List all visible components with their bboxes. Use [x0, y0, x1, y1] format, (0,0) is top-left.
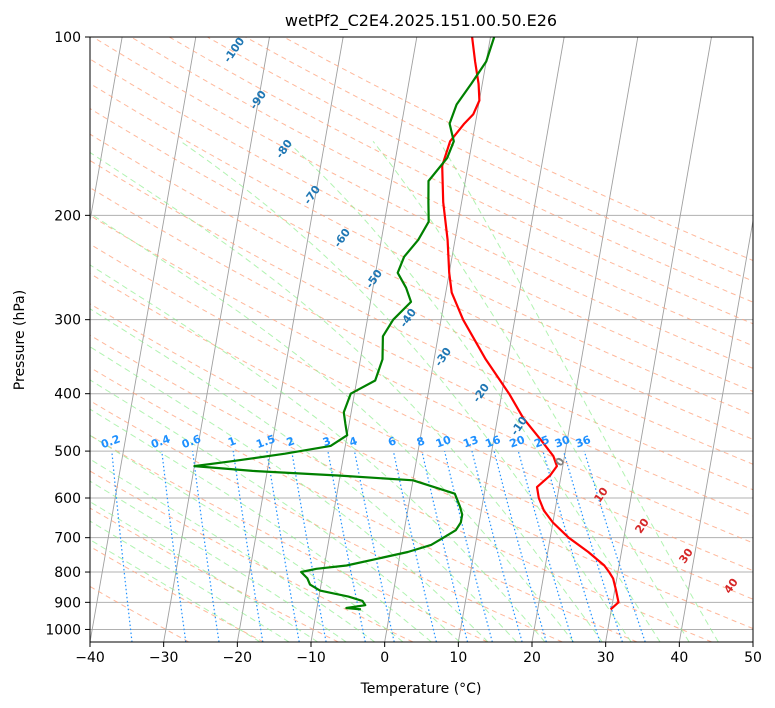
x-tick-label: −20: [223, 650, 253, 666]
moist-adiabat-line: [180, 140, 632, 642]
mixing-ratio-line: [192, 451, 220, 642]
x-tick-label: −40: [75, 650, 105, 666]
dry-adiabat-line: [90, 243, 753, 572]
x-tick-label: 0: [380, 650, 389, 666]
moist-adiabat-line: [90, 434, 404, 642]
mixing-ratio-line: [353, 450, 395, 642]
mixing-ratio-line: [421, 450, 469, 642]
isotherm-line: [531, 37, 639, 642]
dry-adiabat-line: [90, 434, 488, 642]
isotherm-line: [236, 37, 344, 642]
y-tick-label: 500: [54, 444, 81, 460]
mixing-ratio-label: 0.4: [149, 432, 172, 451]
moist-adiabat-line: [90, 212, 574, 642]
mixing-ratio-label: 0.2: [99, 432, 122, 451]
x-tick-label: 30: [597, 650, 615, 666]
y-tick-label: 200: [54, 208, 81, 224]
mixing-ratio-line: [111, 451, 133, 642]
dry-adiabat-line: [90, 400, 563, 642]
y-tick-label: 300: [54, 313, 81, 329]
temperature-profile-line: [441, 37, 620, 611]
y-tick-label: 800: [54, 565, 81, 581]
isotherm-line: [90, 37, 123, 224]
x-tick-label: 50: [744, 650, 762, 666]
mixing-ratio-label: 13: [461, 433, 480, 450]
y-tick-label: 1000: [45, 622, 81, 638]
x-tick-label: 40: [670, 650, 688, 666]
isotherm-line: [457, 37, 565, 642]
mixing-ratio-label: 10: [434, 433, 453, 451]
isotherm-line: [310, 37, 418, 642]
mixing-ratio-label: 1.5: [254, 432, 277, 451]
chart-title: wetPf2_C2E4.2025.151.00.50.E26: [285, 11, 557, 31]
mixing-ratio-label: 25: [532, 433, 551, 450]
dry-adiabat-line: [168, 37, 753, 325]
mixing-ratio-line: [232, 451, 264, 642]
isotherm-line: [163, 37, 270, 642]
dry-adiabat-line: [92, 37, 753, 369]
isotherm-line: [90, 37, 197, 642]
x-tick-label: −10: [296, 650, 326, 666]
mixing-ratio-label: 0.6: [180, 432, 203, 451]
isotherm-line: [605, 37, 712, 642]
x-tick-label: −30: [149, 650, 179, 666]
moist-adiabat-line: [372, 140, 690, 642]
y-axis-title: Pressure (hPa): [12, 290, 28, 390]
dry-adiabat-line: [90, 214, 753, 544]
mixing-ratio-label: 36: [574, 433, 593, 451]
dewpoint-profile-line: [193, 37, 496, 611]
y-tick-label: 100: [54, 30, 81, 46]
mixing-ratio-label: 3: [321, 434, 333, 449]
mixing-ratio-line: [266, 451, 300, 642]
mixing-ratio-label: 4: [348, 434, 360, 449]
moist-adiabat-line: [90, 151, 603, 642]
profile-lines: [193, 37, 620, 611]
axes: −40 −30 −20 −10 0 10 20 30 40 50 1000 900 800 700 600 5…: [45, 30, 762, 666]
plot-frame: [89, 36, 754, 643]
dry-adiabat-line: [90, 82, 753, 416]
moist-adiabat-line: [90, 408, 432, 642]
mixing-ratio-label: 2: [285, 434, 297, 449]
moist-adiabat-line: [90, 346, 489, 642]
x-tick-label: 10: [449, 650, 467, 666]
mixing-ratio-line: [471, 450, 523, 642]
dry-adiabat-line: [90, 273, 753, 600]
x-tick-label: 20: [523, 650, 541, 666]
moist-adiabat-line: [90, 520, 290, 642]
mixing-ratio-line: [327, 450, 366, 642]
moist-adiabat-line: [90, 458, 376, 642]
mixing-ratio-label: 30: [553, 433, 572, 451]
moist-adiabat-line: [90, 308, 517, 642]
isotherm-line: [384, 37, 491, 642]
y-tick-label: 700: [54, 531, 81, 547]
y-tick-label: 600: [54, 491, 81, 507]
y-tick-label: 400: [54, 387, 81, 403]
dry-adiabat-line: [90, 159, 753, 491]
x-axis-title: Temperature (°C): [360, 681, 482, 697]
dry-adiabat-line: [90, 303, 753, 630]
dry-adiabat-line: [90, 470, 414, 642]
mixing-ratio-label: 20: [508, 433, 527, 451]
background-lines: [90, 37, 753, 642]
isotherm-line: [678, 218, 753, 642]
moist-adiabat-line: [286, 140, 661, 642]
y-tick-label: 900: [54, 595, 81, 611]
moist-adiabat-line: [90, 480, 347, 642]
mixing-ratio-label: 6: [386, 434, 398, 449]
mixing-ratio-label: 16: [483, 433, 502, 451]
mixing-ratio-label: 1: [226, 434, 238, 449]
mixing-ratio-line: [161, 451, 187, 642]
moist-adiabat-line: [90, 379, 461, 642]
mixing-ratio-line: [444, 450, 493, 642]
dry-adiabat-line: [90, 507, 339, 642]
mixing-ratio-line: [291, 450, 327, 642]
mixing-ratio-label: 8: [415, 434, 427, 449]
moist-adiabat-line: [439, 141, 719, 642]
